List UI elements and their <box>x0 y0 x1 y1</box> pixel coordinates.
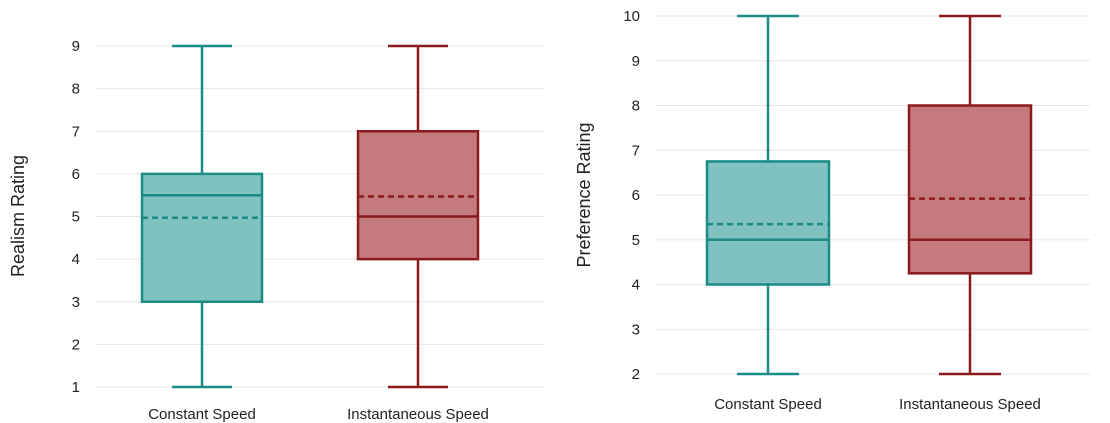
y-tick-label: 8 <box>632 98 640 115</box>
y-tick-label: 3 <box>632 321 640 338</box>
x-category-label: Instantaneous Speed <box>899 396 1041 413</box>
x-category-label: Constant Speed <box>148 406 256 423</box>
y-axis-label: Realism Rating <box>8 155 28 277</box>
y-tick-label: 6 <box>632 187 640 204</box>
box-constant-speed <box>705 14 831 376</box>
x-category-label: Instantaneous Speed <box>347 406 489 423</box>
y-tick-label: 4 <box>72 251 80 268</box>
chart-panel-1: 1 2 3 4 5 6 7 8 9 Realism Rating Constant Speed Ins… <box>8 38 545 423</box>
box-constant-speed <box>140 44 264 389</box>
y-tick-label: 8 <box>72 81 80 98</box>
iqr-box <box>140 172 264 303</box>
y-tick-label: 5 <box>632 232 640 249</box>
y-tick-label: 2 <box>72 336 80 353</box>
y-tick-label: 9 <box>72 38 80 55</box>
y-tick-label: 7 <box>632 142 640 159</box>
y-axis-label: Preference Rating <box>574 122 594 267</box>
y-tick-label: 2 <box>632 366 640 383</box>
y-tick-label: 10 <box>623 8 640 25</box>
y-tick-label: 3 <box>72 294 80 311</box>
iqr-box <box>907 104 1033 275</box>
y-tick-label: 7 <box>72 123 80 140</box>
y-tick-label: 9 <box>632 53 640 70</box>
y-tick-label: 4 <box>632 277 640 294</box>
iqr-box <box>356 130 480 261</box>
box-instantaneous-speed <box>907 14 1033 376</box>
y-tick-label: 6 <box>72 166 80 183</box>
y-tick-label: 1 <box>72 379 80 396</box>
y-tick-label: 5 <box>72 209 80 226</box>
chart-panel-2: 2 3 4 5 6 7 8 9 10 Preference Rating Constant Spee… <box>574 8 1090 413</box>
box-instantaneous-speed <box>356 44 480 389</box>
x-category-label: Constant Speed <box>714 396 822 413</box>
